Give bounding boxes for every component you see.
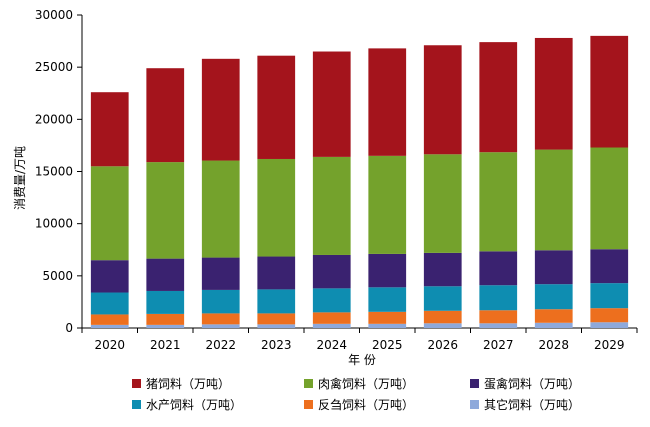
x-tick-label: 2025 <box>372 338 403 352</box>
bar-segment <box>590 147 629 250</box>
bar-segment <box>257 158 296 257</box>
bar-segment <box>201 257 240 290</box>
bar-segment <box>146 290 185 314</box>
bar-segment <box>590 283 629 309</box>
bar-segment <box>368 155 407 254</box>
bar-segment <box>590 322 629 328</box>
legend-swatch <box>304 379 313 388</box>
bar-segment <box>479 285 518 311</box>
bar-segment <box>257 289 296 314</box>
bar-segment <box>368 323 407 328</box>
legend-label: 反刍饲料（万吨） <box>318 398 414 412</box>
bar-segment <box>423 310 462 324</box>
x-tick-label: 2029 <box>594 338 625 352</box>
legend-swatch <box>470 379 479 388</box>
x-tick-label: 2020 <box>94 338 125 352</box>
x-tick-label: 2027 <box>483 338 514 352</box>
bar-segment <box>312 288 351 313</box>
legend-label: 猪饲料（万吨） <box>146 377 230 391</box>
bar-segment <box>423 323 462 328</box>
legend-swatch <box>304 400 313 409</box>
bar-segment <box>90 92 129 167</box>
legend-swatch <box>132 379 141 388</box>
bar-segment <box>257 313 296 325</box>
x-tick-label: 2024 <box>316 338 347 352</box>
bar-segment <box>312 323 351 328</box>
bar-segment <box>479 152 518 252</box>
legend-label: 水产饲料（万吨） <box>146 398 242 412</box>
bar-segment <box>201 58 240 161</box>
legend-swatch <box>132 400 141 409</box>
bar-segment <box>312 312 351 324</box>
legend-label: 其它饲料（万吨） <box>484 397 580 412</box>
legend: 猪饲料（万吨） 肉禽饲料（万吨） 蛋禽饲料（万吨） 水产饲料（万吨） 反刍饲料（万吨） 其… <box>132 376 580 412</box>
x-tick-label: 2021 <box>150 338 181 352</box>
bar-segment <box>423 286 462 311</box>
legend-label: 蛋禽饲料（万吨） <box>484 376 580 391</box>
y-tick-label: 20000 <box>35 112 73 126</box>
bar-segment <box>423 154 462 253</box>
bar-segment <box>90 166 129 261</box>
bar-segment <box>479 310 518 324</box>
bar-segment <box>590 308 629 323</box>
y-tick-label: 0 <box>65 321 73 335</box>
bar-segment <box>479 323 518 328</box>
x-tick-label: 2022 <box>205 338 236 352</box>
bar-segment <box>90 292 129 315</box>
bar-segment <box>201 289 240 314</box>
bar-segment <box>479 251 518 286</box>
bar-segment <box>257 256 296 290</box>
bar-segment <box>90 314 129 325</box>
bar-segment <box>534 149 573 251</box>
y-tick-label: 10000 <box>35 217 73 231</box>
y-tick-label: 15000 <box>35 165 73 179</box>
x-tick-label: 2026 <box>427 338 458 352</box>
bar-segment <box>90 260 129 293</box>
x-tick-label: 2023 <box>261 338 292 352</box>
bar-segment <box>423 252 462 287</box>
legend-swatch <box>470 400 479 409</box>
x-tick-label: 2028 <box>538 338 569 352</box>
bar-segment <box>146 258 185 291</box>
y-axis-title: 消费量/万吨 <box>13 146 27 210</box>
bar-segment <box>146 324 185 328</box>
bar-segment <box>201 324 240 328</box>
bar-segment <box>590 249 629 284</box>
bar-segment <box>534 250 573 285</box>
bar-segment <box>534 37 573 150</box>
bar-segment <box>146 313 185 325</box>
bars <box>90 35 629 328</box>
bar-segment <box>534 322 573 328</box>
bar-segment <box>479 42 518 153</box>
bar-segment <box>368 253 407 288</box>
bar-segment <box>90 324 129 328</box>
bar-segment <box>534 284 573 310</box>
bar-segment <box>257 55 296 159</box>
bar-segment <box>368 311 407 324</box>
x-tick-labels: 2020 2021 2022 2023 2024 2025 2026 2027 2028 2029 <box>94 338 624 352</box>
x-axis-title: 年 份 <box>348 353 376 367</box>
bar-segment <box>423 45 462 155</box>
bar-segment <box>201 313 240 325</box>
bar-segment <box>257 324 296 328</box>
bar-segment <box>312 156 351 255</box>
bar-segment <box>146 162 185 259</box>
bar-segment <box>312 254 351 289</box>
y-tick-labels: 0 5000 10000 15000 20000 25000 30000 <box>35 8 73 335</box>
bar-segment <box>201 160 240 258</box>
y-tick-label: 5000 <box>42 269 73 283</box>
bar-segment <box>146 68 185 163</box>
y-tick-label: 25000 <box>35 60 73 74</box>
bar-segment <box>368 48 407 156</box>
bar-segment <box>590 35 629 148</box>
legend-label: 肉禽饲料（万吨） <box>318 376 414 391</box>
y-tick-label: 30000 <box>35 8 73 22</box>
bar-segment <box>534 309 573 323</box>
bar-segment <box>368 287 407 312</box>
bar-segment <box>312 51 351 157</box>
